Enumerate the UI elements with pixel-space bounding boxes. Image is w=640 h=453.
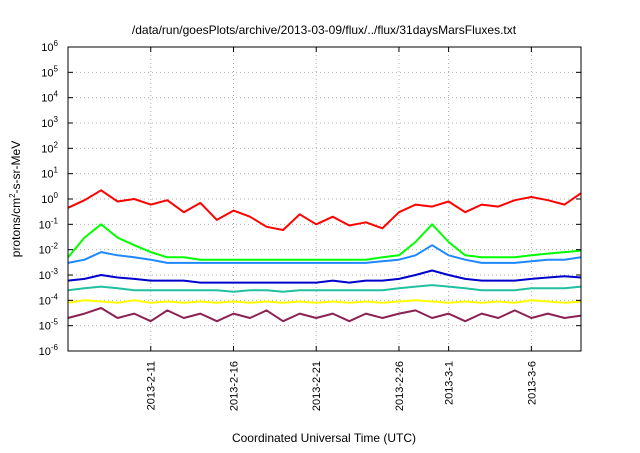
y-axis-label-after: -s-sr-MeV <box>9 141 23 194</box>
y-tick-label-base: 10 <box>39 295 51 307</box>
y-tick-label-base: 10 <box>39 219 51 231</box>
ticks <box>68 46 581 352</box>
y-tick-label-exp: -6 <box>51 343 59 352</box>
y-tick-labels: 10-610-510-410-310-210-11001011021031041… <box>39 39 59 358</box>
series-line-3 <box>67 244 582 264</box>
y-tick-label-exp: 3 <box>54 115 59 124</box>
y-tick-label-base: 10 <box>41 42 53 54</box>
y-tick-label-exp: 0 <box>54 191 59 200</box>
y-tick-label-base: 10 <box>39 245 51 257</box>
y-tick-label-exp: 1 <box>54 166 59 175</box>
y-tick-label-exp: -3 <box>51 267 59 276</box>
y-axis-label-before: protons/cm <box>9 198 23 257</box>
y-tick-label-exp: 2 <box>54 140 59 149</box>
y-tick-label: 10-5 <box>39 318 59 333</box>
y-axis-label: protons/cm2-s-sr-MeV <box>8 141 23 257</box>
y-tick-label: 104 <box>41 90 58 105</box>
x-tick-labels: 2013-2-11 2013-2-16 2013-2-21 2013-2-26 2013… <box>146 361 539 411</box>
y-tick-label-exp: -2 <box>51 242 59 251</box>
x-tick-label: 2013-2-16 <box>228 361 240 411</box>
y-tick-label-exp: 4 <box>54 90 59 99</box>
series-layer <box>67 189 582 323</box>
y-tick-label-base: 10 <box>39 270 51 282</box>
series-line-5 <box>67 284 582 293</box>
y-tick-label: 105 <box>41 64 58 79</box>
x-tick-label: 2013-3-1 <box>444 361 456 405</box>
y-tick-label: 101 <box>41 166 58 181</box>
y-tick-label: 10-3 <box>39 267 59 282</box>
grid <box>68 47 581 351</box>
y-tick-label-base: 10 <box>41 118 53 130</box>
y-tick-label-exp: -5 <box>51 318 59 327</box>
x-tick-label: 2013-3-6 <box>526 361 538 405</box>
y-tick-label-exp: 6 <box>54 39 59 48</box>
chart-title: /data/run/goesPlots/archive/2013-03-09/f… <box>132 23 517 37</box>
y-tick-label: 10-4 <box>39 292 59 307</box>
y-tick-label: 10-2 <box>39 242 59 257</box>
y-tick-label: 102 <box>41 140 58 155</box>
series-line-7 <box>67 307 582 323</box>
y-axis-label-sup: 2 <box>8 193 17 198</box>
y-tick-label-base: 10 <box>39 321 51 333</box>
y-tick-label-base: 10 <box>41 93 53 105</box>
series-line-6 <box>67 299 582 304</box>
y-tick-label-exp: -4 <box>51 292 59 301</box>
series-line-1 <box>67 189 582 231</box>
y-tick-label: 10-6 <box>39 343 59 358</box>
x-tick-label: 2013-2-11 <box>146 361 158 410</box>
y-tick-label: 10-1 <box>39 216 59 231</box>
series-line-4 <box>67 269 582 284</box>
x-tick-label: 2013-2-21 <box>311 361 323 411</box>
y-tick-label-exp: -1 <box>51 216 59 225</box>
x-tick-label: 2013-2-26 <box>394 361 406 411</box>
y-tick-label-base: 10 <box>41 194 53 206</box>
y-tick-label-base: 10 <box>41 143 53 155</box>
y-tick-label: 100 <box>41 191 58 206</box>
series-line-2 <box>67 223 582 261</box>
y-tick-label: 103 <box>41 115 58 130</box>
y-tick-label: 106 <box>41 39 58 54</box>
y-tick-label-exp: 5 <box>54 64 59 73</box>
y-tick-label-base: 10 <box>41 169 53 181</box>
y-tick-label-base: 10 <box>39 346 51 358</box>
y-tick-label-base: 10 <box>41 67 53 79</box>
x-axis-label: Coordinated Universal Time (UTC) <box>232 431 416 445</box>
